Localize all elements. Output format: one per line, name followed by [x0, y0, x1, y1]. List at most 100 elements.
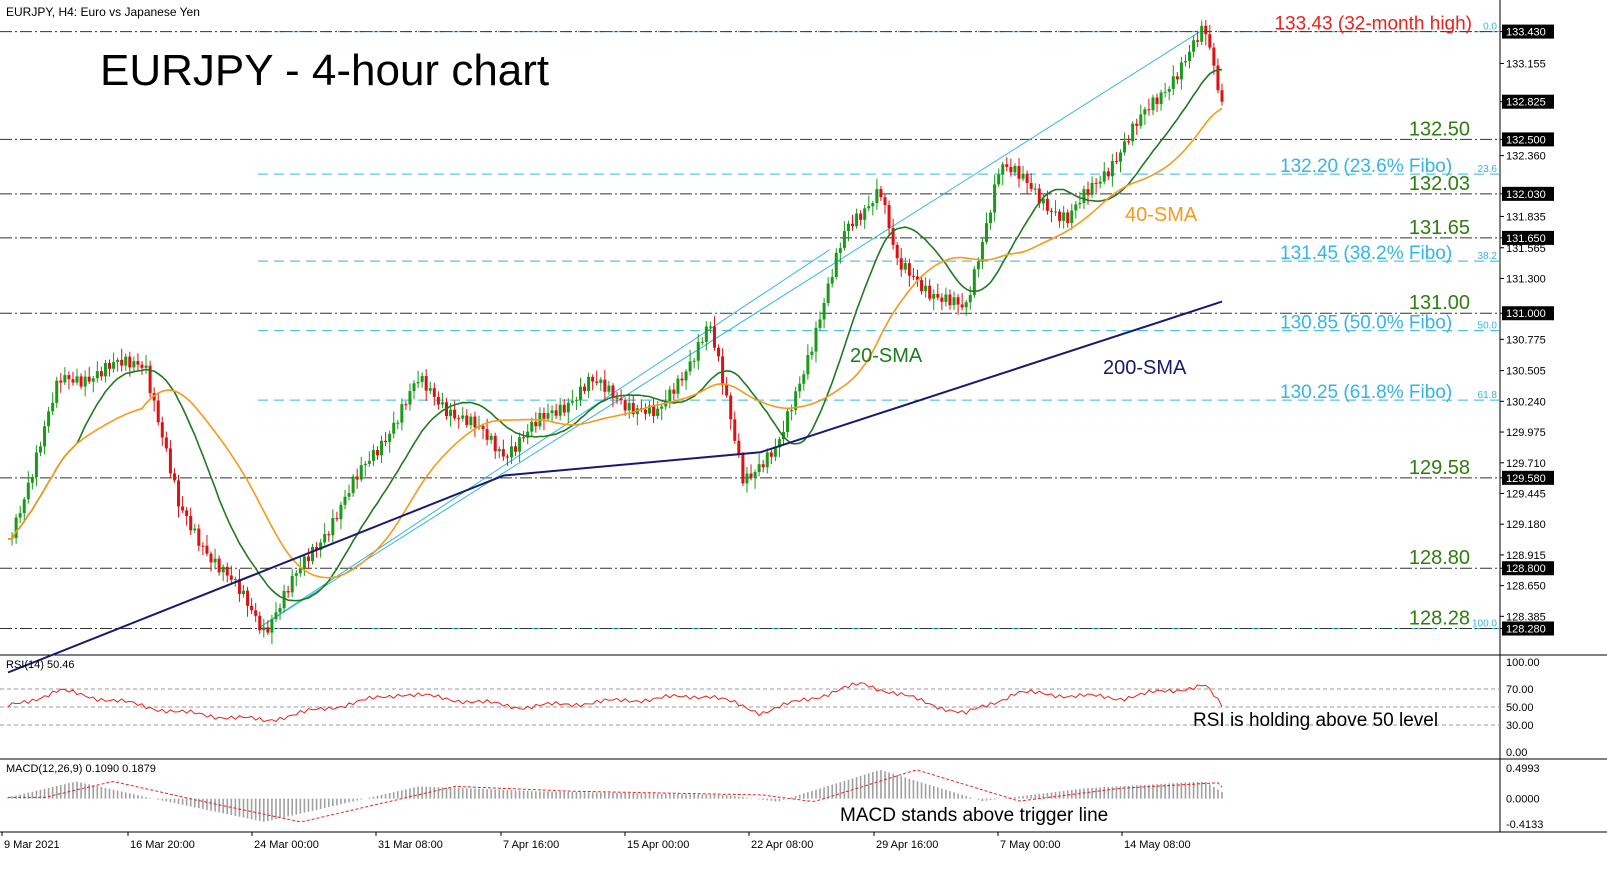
candle-bull — [1033, 188, 1037, 190]
price-axis-label: 132.360 — [1506, 151, 1546, 163]
panel-frames — [0, 0, 1607, 833]
candle-bear — [108, 363, 112, 369]
candle-bull — [270, 619, 274, 633]
price-tag-label: 132.030 — [1506, 189, 1546, 201]
candle-bull — [867, 206, 871, 209]
candle-bear — [465, 415, 469, 426]
price-axis-label: 128.650 — [1506, 581, 1546, 593]
candle-bull — [18, 513, 22, 518]
candle-bull — [834, 252, 838, 278]
candle-bear — [956, 297, 960, 305]
candle-bear — [71, 379, 75, 383]
candle-bull — [578, 386, 582, 400]
candle-bear — [1155, 97, 1159, 105]
candle-bull — [359, 465, 363, 480]
macd-axis-label: 0.0000 — [1506, 794, 1540, 806]
candle-bull — [347, 493, 351, 497]
candle-bear — [615, 397, 619, 399]
candle-bull — [408, 391, 412, 405]
candle-bull — [668, 389, 672, 402]
candle-bear — [404, 404, 408, 406]
candle-bear — [59, 380, 63, 383]
candle-bear — [237, 579, 241, 594]
price-tag — [1502, 306, 1554, 321]
candle-bull — [416, 381, 420, 384]
candle-bull — [846, 223, 850, 232]
candle-bull — [574, 399, 578, 401]
sma20-label: 20-SMA — [850, 345, 923, 367]
candle-bull — [826, 283, 830, 303]
candle-bull — [871, 203, 875, 207]
candle-bear — [250, 605, 254, 611]
candle-bear — [1127, 141, 1131, 143]
candle-bull — [1171, 76, 1175, 89]
macd-signal-line — [8, 769, 1223, 823]
candle-bull — [993, 184, 997, 213]
price-axis-label: 129.975 — [1506, 427, 1546, 439]
candle-bear — [266, 627, 270, 633]
candle-bear — [891, 228, 895, 245]
candle-bull — [449, 409, 453, 417]
price-tag-label: 128.280 — [1506, 624, 1546, 636]
candle-bull — [903, 263, 907, 270]
candle-bear — [1009, 166, 1013, 173]
candle-bear — [1066, 212, 1070, 223]
candle-bull — [838, 248, 842, 253]
macd-label: MACD(12,26,9) 0.1090 0.1879 — [6, 763, 156, 775]
candle-bear — [1005, 164, 1009, 167]
price-axis-label: 131.565 — [1506, 243, 1546, 255]
candle-bull — [91, 378, 95, 382]
candle-bear — [721, 356, 725, 385]
candle-bull — [302, 556, 306, 568]
candle-bull — [339, 504, 343, 520]
candle-bull — [692, 360, 696, 362]
candle-bear — [725, 384, 729, 396]
candle-bear — [217, 558, 221, 573]
price-tag — [1502, 132, 1554, 147]
candle-bear — [136, 361, 140, 365]
candle-bear — [424, 376, 428, 391]
candle-bull — [1078, 202, 1082, 205]
price-tag-label: 131.000 — [1506, 308, 1546, 320]
rsi-axis-label: 30.00 — [1506, 720, 1534, 732]
candle-bull — [363, 463, 367, 466]
price-axis: 133.430 133.155 132.825 132.500 132.360 132.0… — [1500, 24, 1554, 636]
candle-bear — [940, 297, 944, 302]
candle-bull — [351, 476, 355, 494]
price-tag-label: 132.825 — [1506, 97, 1546, 109]
candle-bear — [229, 575, 233, 580]
candle-bear — [286, 590, 290, 593]
candle-bear — [1045, 198, 1049, 211]
candle-bull — [976, 261, 980, 270]
candle-bear — [148, 365, 152, 394]
fibo-percent: 38.2 — [1478, 251, 1498, 262]
candle-bull — [371, 450, 375, 461]
candle-bull — [1102, 171, 1106, 182]
candle-bull — [420, 376, 424, 382]
candle-bull — [1179, 62, 1183, 80]
candle-bull — [518, 437, 522, 452]
fibo-percent: 61.8 — [1478, 390, 1498, 401]
candle-bull — [790, 410, 794, 412]
candle-bull — [526, 431, 530, 438]
candle-bear — [168, 448, 172, 474]
candle-bull — [972, 269, 976, 296]
candle-bear — [493, 435, 497, 452]
fibo-percent: 50.0 — [1478, 321, 1498, 332]
candle-bear — [254, 610, 258, 616]
candle-bull — [1082, 189, 1086, 203]
candle-bull — [1054, 211, 1058, 213]
candle-bull — [1098, 181, 1102, 184]
candle-bull — [875, 189, 879, 204]
candle-bull — [319, 542, 323, 550]
candle-bull — [509, 446, 513, 458]
candle-bear — [680, 378, 684, 381]
candle-bear — [164, 437, 168, 449]
candle-bear — [306, 556, 310, 562]
candle-bull — [124, 356, 128, 366]
trendline-upper — [257, 31, 1201, 629]
level-label: 129.58 — [1409, 457, 1470, 479]
candle-bear — [189, 516, 193, 531]
candle-bull — [802, 374, 806, 384]
candle-bull — [765, 452, 769, 468]
